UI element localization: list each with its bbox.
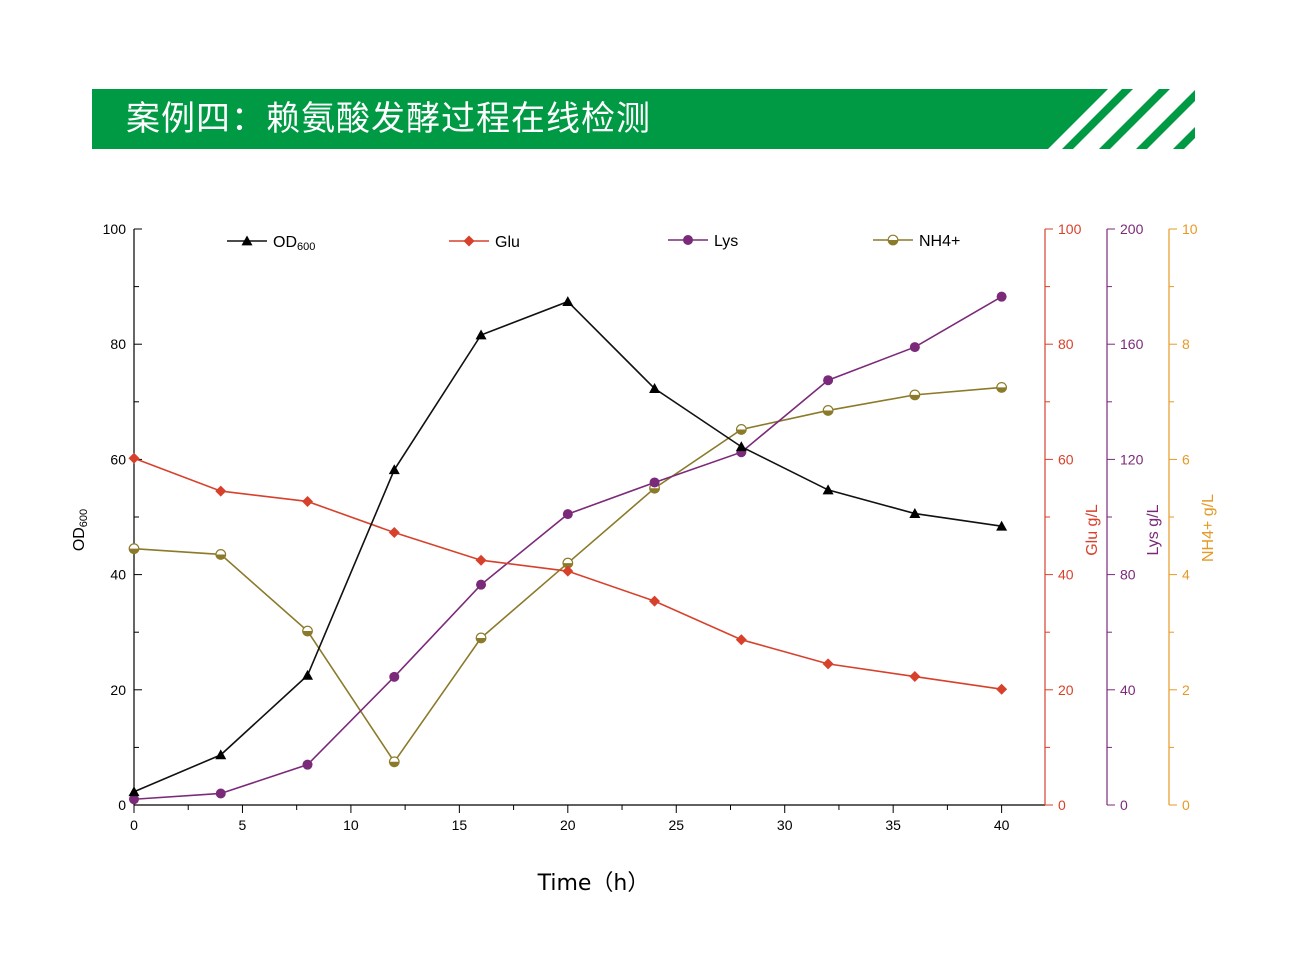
nh4-point [302, 625, 313, 637]
banner-stripe [1062, 89, 1133, 149]
lys-point [389, 671, 400, 682]
x-tick-label: 35 [885, 817, 901, 833]
od-tick-label: 0 [118, 797, 126, 813]
nh4-point [822, 405, 834, 416]
lys-tick-label: 40 [1120, 682, 1136, 698]
nh4-point [909, 389, 921, 401]
nh4-tick-label: 2 [1182, 682, 1190, 698]
nh4-axis-title: NH4+ g/L [1200, 494, 1217, 562]
x-tick-label: 25 [668, 817, 684, 833]
od-tick-label: 40 [110, 567, 126, 583]
od-legend-label: OD600 [273, 234, 315, 253]
nh4-point [475, 632, 487, 644]
nh4-point [215, 549, 227, 560]
header-banner: 案例四：赖氨酸发酵过程在线检测 [92, 89, 1195, 149]
nh4-point [128, 543, 140, 555]
nh4-tick-label: 0 [1182, 797, 1190, 813]
x-tick-label: 30 [777, 817, 793, 833]
glu-point [475, 554, 487, 566]
od-point [302, 669, 314, 680]
nh4-tick-label: 8 [1182, 336, 1190, 352]
nh4-point [388, 756, 400, 768]
glu-point [909, 671, 921, 683]
lys-tick-label: 160 [1120, 336, 1144, 352]
lys-tick-label: 120 [1120, 451, 1144, 467]
od-point [996, 520, 1008, 531]
od-tick-label: 80 [110, 336, 126, 352]
glu-point [562, 565, 574, 577]
od-tick-label: 60 [110, 451, 126, 467]
nh4-legend-marker [887, 234, 899, 246]
x-tick-label: 20 [560, 817, 576, 833]
od-legend-marker [241, 235, 253, 246]
glu-legend-label: Glu [495, 234, 520, 251]
od-point [388, 464, 400, 475]
od-point [475, 329, 487, 340]
x-tick-label: 10 [343, 817, 359, 833]
glu-tick-label: 40 [1058, 567, 1074, 583]
lys-series-line [133, 295, 1003, 801]
lys-tick-label: 0 [1120, 797, 1128, 813]
glu-point [215, 485, 227, 497]
nh4-legend-label: NH4+ [919, 233, 960, 250]
nh4-point [996, 382, 1008, 393]
banner-background [92, 89, 1195, 149]
glu-tick-label: 0 [1058, 797, 1066, 813]
od-point [562, 296, 574, 306]
glu-point [996, 683, 1008, 695]
lys-point [562, 509, 573, 520]
od-point [215, 749, 227, 760]
od-series-line [133, 300, 1002, 793]
glu-point [735, 634, 747, 646]
nh4-point [735, 424, 747, 435]
od-point [128, 786, 140, 797]
od-point [735, 441, 747, 452]
lys-point [649, 477, 660, 488]
nh4-point [562, 557, 574, 569]
glu-point [822, 658, 834, 670]
lys-point [823, 375, 834, 386]
od-tick-label: 20 [110, 682, 126, 698]
banner-stripe [1136, 90, 1195, 149]
x-tick-label: 5 [239, 817, 247, 833]
nh4-tick-label: 10 [1182, 221, 1198, 237]
od-point [649, 383, 661, 393]
x-axis-title: Time（h） [537, 871, 650, 896]
lys-point [476, 579, 487, 590]
glu-tick-label: 100 [1058, 221, 1082, 237]
lys-point [215, 788, 226, 799]
page-title: 案例四：赖氨酸发酵过程在线检测 [126, 99, 651, 139]
od-point [822, 484, 834, 495]
glu-tick-label: 20 [1058, 682, 1074, 698]
glu-tick-label: 80 [1058, 336, 1074, 352]
glu-point [302, 495, 314, 507]
x-tick-label: 15 [452, 817, 468, 833]
banner-stripe [1173, 127, 1195, 149]
glu-legend-marker [463, 235, 475, 247]
glu-point [388, 527, 400, 539]
lys-point [909, 342, 920, 353]
glu-axis-title: Glu g/L [1084, 504, 1101, 556]
glu-tick-label: 60 [1058, 451, 1074, 467]
od-tick-label: 100 [103, 221, 127, 237]
lys-tick-label: 80 [1120, 567, 1136, 583]
glu-point [128, 452, 140, 464]
lys-point [129, 794, 139, 805]
od-point [909, 508, 921, 518]
lys-point [996, 291, 1007, 302]
lys-legend-marker [683, 235, 693, 245]
nh4-tick-label: 6 [1182, 451, 1190, 467]
nh4-tick-label: 4 [1182, 567, 1190, 583]
x-tick-label: 40 [994, 817, 1010, 833]
lys-point [302, 759, 313, 770]
lys-tick-label: 200 [1120, 221, 1144, 237]
lys-axis-title: Lys g/L [1145, 504, 1162, 555]
x-tick-label: 0 [130, 817, 138, 833]
od-axis-title: OD600 [71, 509, 90, 551]
lys-legend-label: Lys [714, 233, 738, 250]
glu-point [649, 595, 661, 607]
banner-stripe [1099, 89, 1170, 149]
